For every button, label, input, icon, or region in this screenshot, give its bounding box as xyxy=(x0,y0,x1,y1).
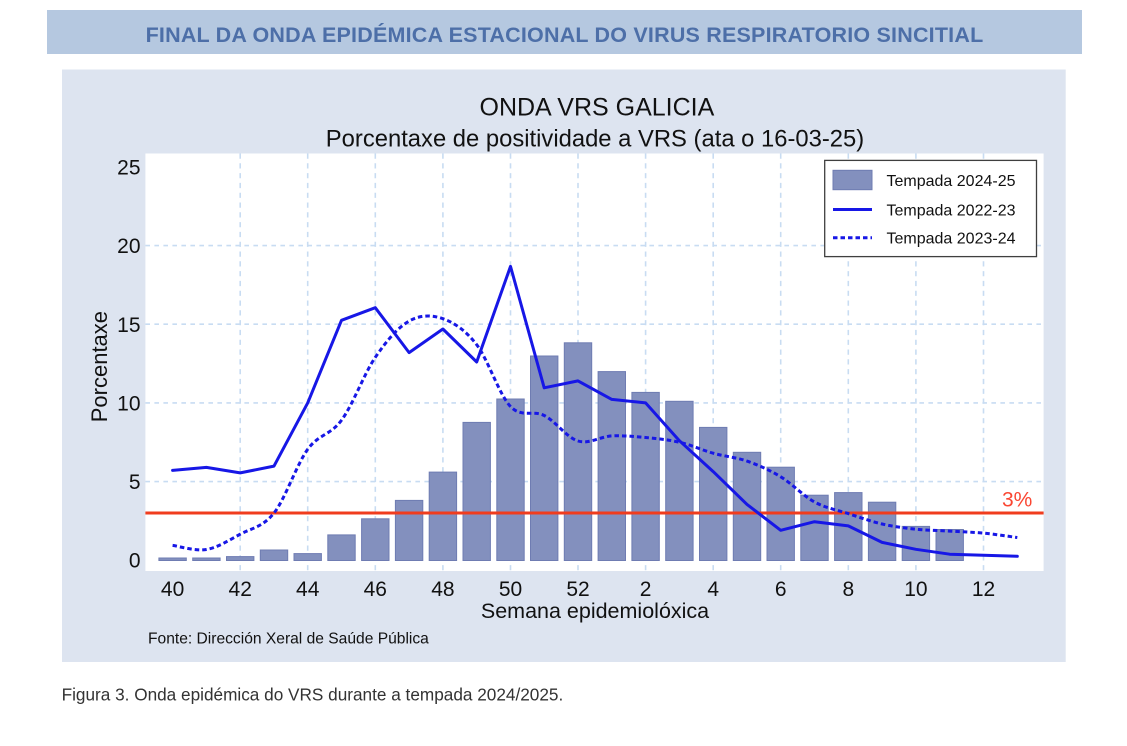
svg-text:Tempada 2023-24: Tempada 2023-24 xyxy=(887,231,1016,248)
svg-text:8: 8 xyxy=(842,578,854,601)
svg-text:3%: 3% xyxy=(1002,489,1032,512)
svg-text:40: 40 xyxy=(161,578,184,601)
svg-text:52: 52 xyxy=(566,578,589,601)
svg-text:Semana epidemiolóxica: Semana epidemiolóxica xyxy=(481,599,709,623)
svg-text:Figura 3. Onda epidémica do VR: Figura 3. Onda epidémica do VRS durante … xyxy=(62,684,564,704)
svg-text:Fonte: Dirección Xeral de Saúd: Fonte: Dirección Xeral de Saúde Pública xyxy=(148,630,429,647)
svg-text:10: 10 xyxy=(904,578,927,601)
svg-text:2: 2 xyxy=(640,578,652,601)
svg-text:Porcentaxe de positividade a V: Porcentaxe de positividade a VRS (ata o … xyxy=(326,125,864,152)
svg-text:20: 20 xyxy=(117,235,140,258)
svg-text:25: 25 xyxy=(117,157,140,180)
svg-text:Porcentaxe: Porcentaxe xyxy=(87,311,112,422)
svg-text:42: 42 xyxy=(229,578,252,601)
svg-text:10: 10 xyxy=(117,392,140,415)
svg-text:Tempada 2022-23: Tempada 2022-23 xyxy=(887,202,1016,219)
svg-text:0: 0 xyxy=(129,550,141,573)
svg-text:44: 44 xyxy=(296,578,320,601)
svg-text:5: 5 xyxy=(129,471,141,494)
svg-text:4: 4 xyxy=(707,578,719,601)
svg-text:46: 46 xyxy=(364,578,387,601)
svg-text:Tempada 2024-25: Tempada 2024-25 xyxy=(887,173,1016,190)
svg-text:15: 15 xyxy=(117,314,140,337)
svg-text:50: 50 xyxy=(499,578,522,601)
svg-text:ONDA VRS GALICIA: ONDA VRS GALICIA xyxy=(480,93,715,121)
svg-text:48: 48 xyxy=(431,578,454,601)
svg-text:6: 6 xyxy=(775,578,787,601)
svg-text:12: 12 xyxy=(972,578,995,601)
